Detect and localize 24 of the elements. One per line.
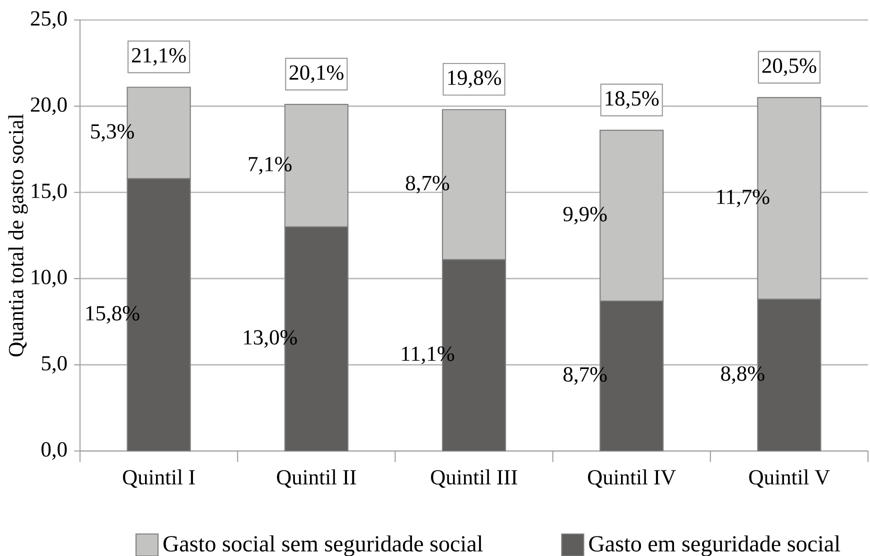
legend-label: Gasto social sem seguridade social: [163, 535, 483, 556]
total-label: 18,5%: [606, 91, 659, 109]
x-tick-label: Quintil I: [122, 469, 195, 488]
y-tick-label: 10,0: [32, 270, 67, 288]
data-label: 9,9%: [563, 206, 607, 224]
x-tick-label: Quintil II: [276, 469, 356, 488]
y-tick-label: 15,0: [32, 184, 67, 202]
total-label: 19,8%: [448, 70, 502, 88]
legend-label: Gasto em seguridade social: [589, 535, 840, 556]
y-tick-label: 20,0: [30, 97, 67, 115]
data-label: 5,3%: [91, 124, 134, 142]
x-tick-label: Quintil IV: [588, 469, 676, 488]
y-tick-label: 25,0: [30, 11, 67, 29]
y-axis-title: Quantia total de gasto social: [8, 114, 28, 356]
data-label: 7,1%: [248, 156, 292, 174]
x-tick-label: Quintil V: [749, 469, 830, 488]
total-label: 21,1%: [132, 48, 186, 66]
data-label: 8,7%: [406, 176, 450, 194]
total-label: 20,1%: [290, 65, 344, 83]
data-label: 11,7%: [717, 190, 770, 208]
y-tick-label: 5,0: [42, 356, 67, 374]
x-tick-label: Quintil III: [430, 469, 518, 488]
y-tick-label: 0,0: [42, 442, 67, 460]
total-label: 20,5%: [762, 58, 816, 76]
